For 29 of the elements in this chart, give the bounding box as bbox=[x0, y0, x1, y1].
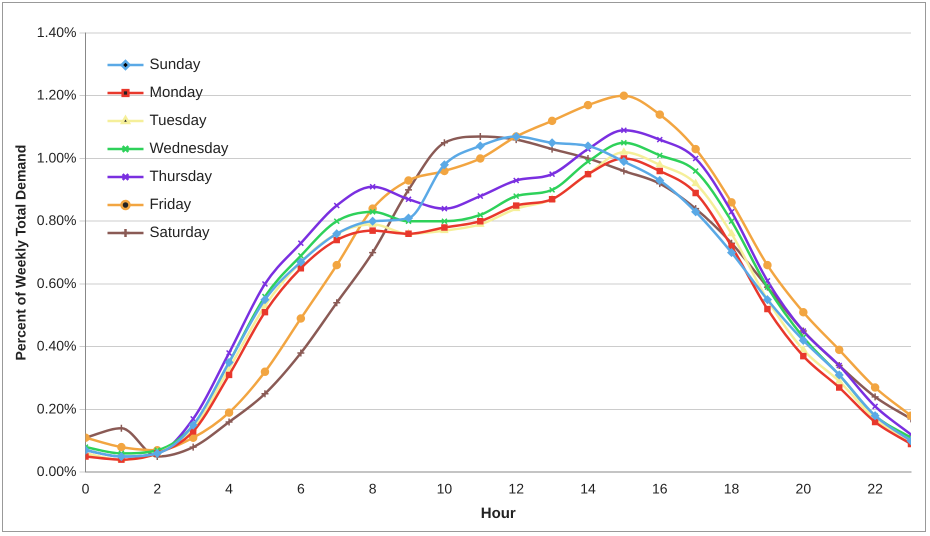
legend-label: Monday bbox=[149, 84, 204, 102]
y-tick-label: 1.20% bbox=[36, 86, 76, 103]
x-tick-label: 2 bbox=[153, 480, 162, 496]
legend-label: Friday bbox=[149, 196, 192, 214]
x-tick-label: 16 bbox=[652, 480, 668, 496]
y-tick-label: 1.40% bbox=[36, 24, 76, 40]
y-tick-label: 1.00% bbox=[36, 149, 76, 166]
x-tick-label: 10 bbox=[436, 480, 452, 496]
legend-label: Tuesday bbox=[149, 112, 207, 130]
legend-label: Saturday bbox=[149, 224, 210, 242]
y-tick-label: 0.40% bbox=[36, 338, 76, 354]
x-tick-label: 22 bbox=[867, 480, 884, 496]
legend-label: Wednesday bbox=[149, 140, 229, 158]
y-tick-label: 0.20% bbox=[36, 400, 76, 416]
y-tick-label: 0.00% bbox=[36, 463, 76, 480]
x-tick-label: 6 bbox=[296, 480, 305, 496]
x-tick-label: 8 bbox=[368, 480, 377, 496]
y-tick-label: 0.60% bbox=[36, 274, 76, 291]
x-tick-label: 0 bbox=[82, 480, 90, 496]
legend-label: Thursday bbox=[149, 168, 213, 186]
x-tick-label: 18 bbox=[724, 480, 740, 496]
x-tick-label: 4 bbox=[225, 480, 234, 496]
y-tick-label: 0.80% bbox=[36, 212, 76, 228]
x-tick-label: 20 bbox=[796, 480, 812, 496]
x-axis-title: Hour bbox=[480, 505, 516, 522]
y-axis-title: Percent of Weekly Total Demand bbox=[12, 144, 28, 360]
legend-label: Sunday bbox=[149, 56, 201, 74]
x-tick-label: 14 bbox=[580, 480, 596, 496]
x-tick-label: 12 bbox=[508, 480, 524, 496]
